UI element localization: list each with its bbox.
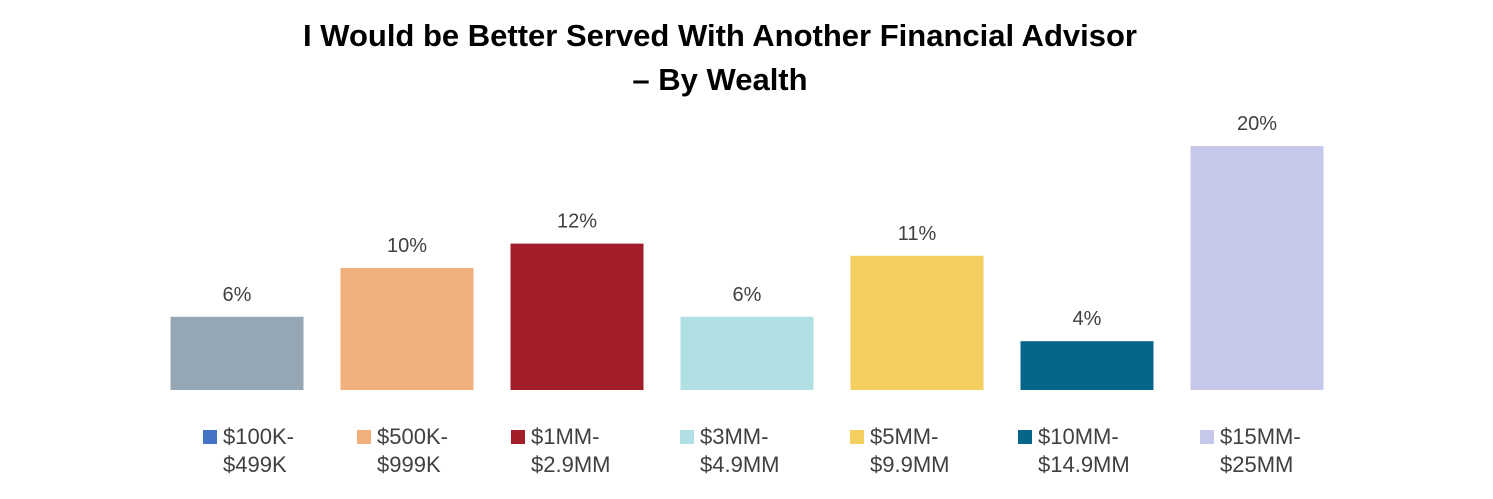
data-label-1: 6% bbox=[223, 284, 252, 306]
data-label-3: 12% bbox=[557, 211, 597, 233]
data-label-5: 11% bbox=[898, 223, 937, 245]
bar-5 bbox=[850, 255, 984, 390]
bar-1 bbox=[170, 316, 304, 390]
data-label-4: 6% bbox=[733, 284, 762, 306]
chart-title-line-1: I Would be Better Served With Another Fi… bbox=[303, 18, 1137, 53]
bar-4 bbox=[680, 316, 814, 390]
bar-3 bbox=[510, 243, 644, 390]
bar-6 bbox=[1020, 341, 1154, 390]
data-label-6: 4% bbox=[1073, 308, 1102, 330]
bar-7 bbox=[1190, 146, 1324, 390]
data-label-2: 10% bbox=[387, 235, 427, 257]
data-label-7: 20% bbox=[1237, 113, 1277, 135]
chart-title-line-2: – By Wealth bbox=[632, 62, 808, 97]
chart-title: I Would be Better Served With Another Fi… bbox=[220, 14, 1220, 102]
bar-2 bbox=[340, 268, 474, 390]
